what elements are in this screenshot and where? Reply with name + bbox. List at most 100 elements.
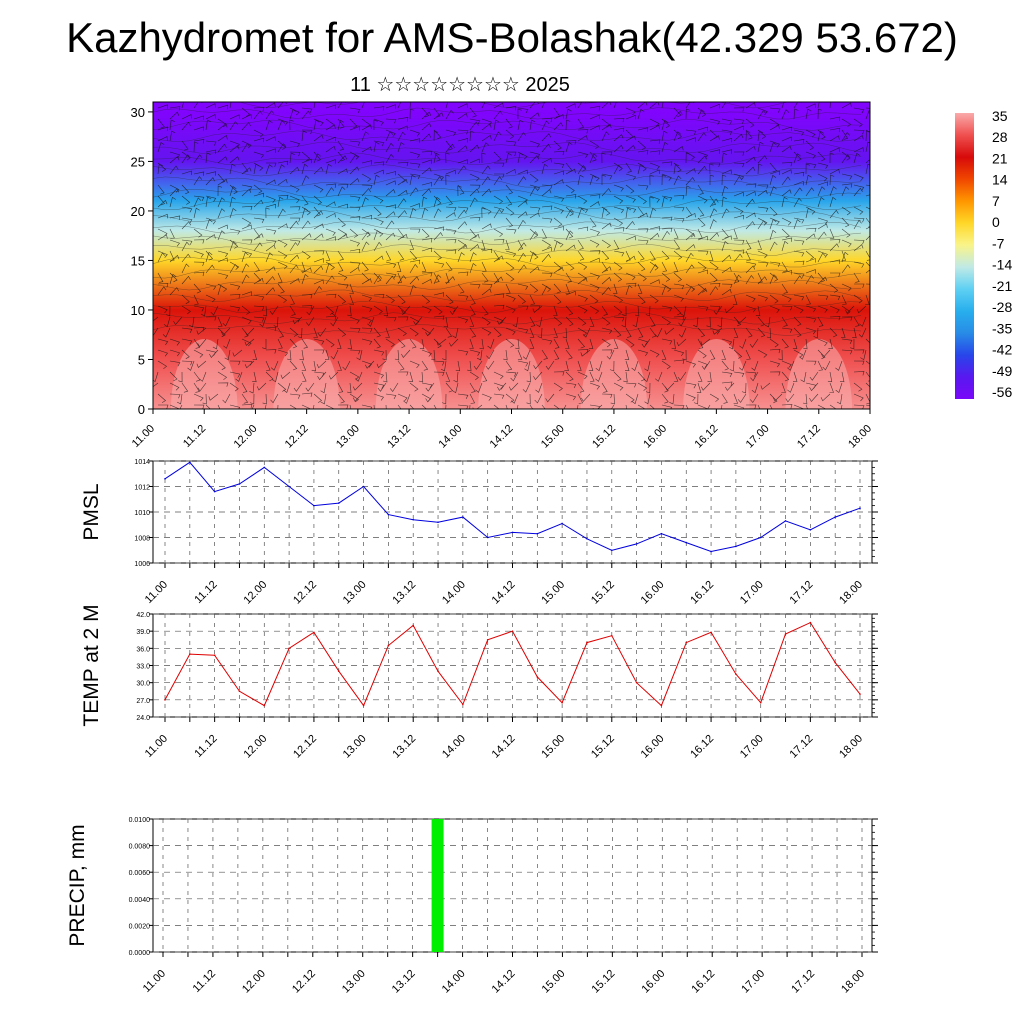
- wind-barb: [793, 327, 802, 338]
- wind-barb: [289, 294, 295, 305]
- wind-barb: [265, 228, 277, 235]
- y-tick-label: 1006: [134, 561, 150, 568]
- wind-barb: [721, 241, 729, 252]
- wind-barb: [805, 250, 815, 260]
- wind-barb: [445, 195, 453, 206]
- wind-barb: [349, 118, 358, 129]
- wind-barb: [409, 102, 411, 109]
- wind-barb: [781, 240, 789, 252]
- wind-barb: [589, 371, 595, 382]
- wind-barb: [493, 162, 505, 167]
- wind-barb: [505, 217, 513, 228]
- wind-barb: [349, 266, 360, 274]
- wind-barb: [755, 305, 761, 317]
- y-tick-label: 20: [131, 204, 145, 219]
- wind-barb: [409, 250, 418, 261]
- wind-barb: [169, 338, 180, 346]
- x-tick-label: 17.00: [738, 733, 766, 761]
- wind-barb: [745, 102, 756, 109]
- wind-barb: [541, 228, 547, 239]
- wind-barb: [533, 371, 543, 381]
- y-axis-label: PRECIP, mm: [66, 824, 89, 946]
- wind-barb: [385, 171, 397, 176]
- wind-barb: [241, 143, 251, 153]
- wind-barb: [553, 122, 563, 131]
- wind-barb: [781, 176, 791, 186]
- wind-barb: [157, 126, 168, 131]
- wind-barb: [253, 163, 260, 175]
- wind-barb: [565, 108, 572, 120]
- wind-barb: [661, 272, 671, 282]
- wind-barb: [421, 228, 430, 239]
- wind-barb: [457, 185, 462, 197]
- wind-barb: [181, 195, 191, 205]
- wind-barb: [349, 283, 354, 294]
- x-tick-label: 11.12: [191, 968, 218, 995]
- wind-barb: [301, 129, 313, 135]
- x-tick-label: 14.00: [440, 579, 468, 607]
- wind-barb: [469, 197, 478, 208]
- wind-barb: [153, 327, 159, 337]
- wind-barb: [577, 135, 588, 142]
- wind-barb: [601, 250, 610, 261]
- wind-barb: [563, 404, 567, 409]
- wind-barb: [661, 161, 673, 166]
- wind-barb: [277, 118, 289, 126]
- wind-barb: [196, 360, 207, 368]
- wind-barb: [169, 156, 180, 164]
- wind-barb: [529, 316, 536, 327]
- wind-barb: [541, 217, 553, 223]
- wind-barb: [409, 285, 417, 296]
- wind-barb: [349, 261, 361, 267]
- wind-barb: [361, 404, 373, 409]
- wind-barb: [181, 184, 190, 195]
- precip-panel: 0.00000.00200.00400.00600.00800.010011.0…: [66, 817, 878, 996]
- wind-barb: [197, 382, 207, 392]
- wind-barb: [433, 196, 441, 208]
- wind-barb: [169, 382, 180, 391]
- wind-barb: [205, 294, 216, 303]
- wind-barb: [601, 206, 611, 216]
- wind-barb: [409, 404, 415, 409]
- wind-barb: [505, 184, 513, 195]
- wind-barb: [745, 294, 756, 302]
- wind-barb: [535, 382, 543, 393]
- wind-barb: [457, 159, 468, 164]
- wind-barb: [588, 338, 594, 349]
- wind-barb: [739, 338, 747, 349]
- wind-barb: [265, 349, 277, 354]
- wind-barb: [277, 404, 279, 409]
- wind-barb: [822, 360, 831, 371]
- wind-barb: [781, 283, 788, 294]
- wind-barb: [649, 169, 660, 175]
- wind-barb: [193, 171, 205, 176]
- wind-barb: [750, 371, 759, 382]
- x-tick-label: 15.00: [539, 579, 567, 607]
- wind-barb: [325, 187, 335, 197]
- wind-barb: [320, 382, 327, 394]
- wind-barb: [385, 211, 396, 219]
- wind-barb: [313, 279, 324, 285]
- wind-barb: [301, 274, 309, 285]
- wind-barb: [253, 261, 260, 272]
- wind-barb: [707, 404, 711, 409]
- wind-barb: [733, 191, 744, 197]
- wind-barb: [229, 163, 236, 175]
- wind-barb: [373, 228, 384, 237]
- wind-barb: [217, 156, 228, 164]
- wind-barb: [445, 272, 450, 283]
- wind-barb: [301, 294, 313, 299]
- wind-barb: [241, 188, 252, 197]
- wind-barb: [517, 219, 526, 230]
- x-tick-label: 14.12: [490, 579, 518, 607]
- wind-barb: [241, 167, 252, 175]
- y-axis-label: PMSL: [80, 483, 103, 540]
- wind-barb: [553, 150, 565, 156]
- wind-barb: [805, 187, 815, 197]
- wind-barb: [565, 140, 577, 145]
- wind-barb: [193, 349, 204, 358]
- wind-barb: [277, 164, 285, 175]
- wind-barb: [697, 109, 705, 120]
- x-tick-label: 13.00: [341, 579, 369, 607]
- wind-barb: [517, 252, 526, 263]
